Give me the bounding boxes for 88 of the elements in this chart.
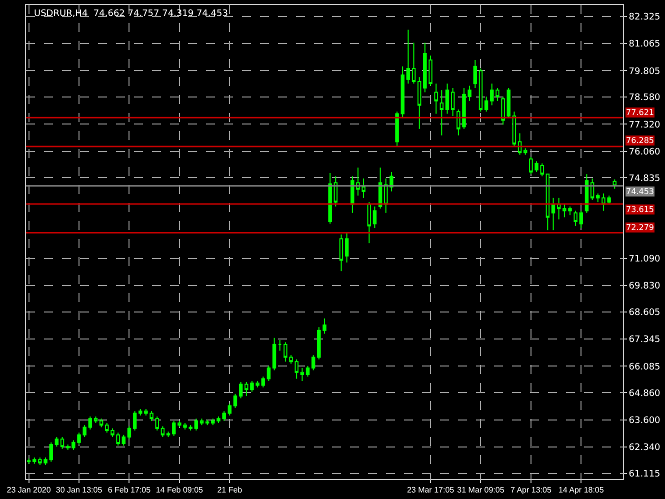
x-tick-label: 14 Feb 09:05 xyxy=(156,486,204,495)
candlestick xyxy=(278,340,282,352)
y-tick-label: 63.600 xyxy=(628,416,661,426)
candlestick xyxy=(88,416,92,430)
y-tick-label: 77.320 xyxy=(628,120,661,130)
candlestick xyxy=(200,418,204,426)
y-tick-label: 67.345 xyxy=(628,335,660,346)
x-tick-label: 7 Apr 13:05 xyxy=(510,486,552,495)
candlestick xyxy=(406,29,410,84)
candlestick xyxy=(306,365,310,378)
candlestick xyxy=(172,420,176,436)
x-tick-label: 23 Jan 2020 xyxy=(6,486,52,495)
candlestick xyxy=(205,419,210,426)
y-tick-label: 64.860 xyxy=(628,388,661,399)
candlestick xyxy=(434,83,438,114)
candlestick xyxy=(272,337,276,371)
candlestick xyxy=(390,171,394,192)
candlestick xyxy=(556,197,561,220)
candlestick xyxy=(328,172,332,224)
candlestick xyxy=(155,416,159,432)
x-tick-label: 23 Mar 17:05 xyxy=(406,486,455,495)
x-tick-label: 30 Jan 13:05 xyxy=(56,486,103,495)
candlestick xyxy=(26,458,31,464)
ref-line-label: 73.615 xyxy=(626,205,654,214)
ref-line-label: 76.285 xyxy=(626,136,654,145)
candlestick xyxy=(94,416,98,424)
candlestick xyxy=(367,202,371,244)
ref-line-label: 72.279 xyxy=(626,223,654,232)
candlestick xyxy=(344,232,349,263)
candlestick xyxy=(127,426,132,440)
ref-line-label: 77.621 xyxy=(626,108,654,117)
candlestick xyxy=(166,431,170,438)
x-tick-label: 6 Feb 17:05 xyxy=(108,486,152,495)
y-tick-label: 81.065 xyxy=(628,40,660,50)
candlestick xyxy=(523,148,528,156)
candlestick xyxy=(160,426,165,438)
candlestick xyxy=(501,96,505,126)
chart-title: USDRUR,H4 74.662 74.757 74.319 74.453 xyxy=(34,9,228,19)
y-tick-label: 62.340 xyxy=(628,443,661,454)
candlestick xyxy=(32,456,36,464)
candlestick xyxy=(506,87,510,119)
candlestick xyxy=(54,436,59,448)
y-tick-label: 66.085 xyxy=(628,362,660,372)
candlestick xyxy=(300,368,304,382)
y-tick-label: 79.805 xyxy=(628,66,660,77)
ref-line-label: 74.453 xyxy=(626,187,654,196)
x-tick-label: 31 Mar 09:05 xyxy=(457,486,505,495)
candlestick xyxy=(412,42,416,84)
candlestick xyxy=(122,434,126,446)
candlestick xyxy=(473,59,478,88)
candlestick xyxy=(339,234,344,272)
candlestick xyxy=(395,111,399,147)
candlestick xyxy=(99,418,104,428)
y-tick-label: 78.580 xyxy=(628,93,661,104)
candlestick xyxy=(546,174,550,231)
candlestick xyxy=(512,111,516,147)
x-tick-label: 21 Feb xyxy=(217,486,243,495)
candlestick xyxy=(228,403,232,416)
candlestick xyxy=(417,76,422,130)
candlestick xyxy=(518,132,522,156)
candlestick xyxy=(66,444,70,450)
candlestick xyxy=(266,365,271,382)
candlestick xyxy=(579,210,584,228)
candlestick xyxy=(478,68,483,112)
y-tick-label: 74.835 xyxy=(628,174,660,184)
candlestick xyxy=(238,382,243,399)
candlestick xyxy=(450,87,455,116)
y-tick-label: 69.830 xyxy=(628,282,661,292)
candlestick xyxy=(445,83,450,114)
x-tick-label: 14 Apr 18:05 xyxy=(558,486,604,495)
candlestick xyxy=(311,354,316,371)
candlestick xyxy=(484,96,488,112)
candlestick xyxy=(378,167,382,210)
y-tick-label: 71.090 xyxy=(628,254,661,265)
y-tick-label: 82.325 xyxy=(628,12,660,22)
y-tick-label: 61.115 xyxy=(628,469,660,480)
candlestick xyxy=(233,393,238,408)
candlestick xyxy=(194,418,198,432)
candlestick xyxy=(551,197,556,231)
y-tick-label: 68.605 xyxy=(628,308,660,318)
candlestick xyxy=(372,206,377,228)
candlestick xyxy=(440,90,444,136)
candlestick xyxy=(400,66,404,119)
candlestick xyxy=(574,210,578,226)
candlestick xyxy=(60,436,64,450)
candlestick xyxy=(132,410,137,432)
candlestick xyxy=(261,376,265,388)
y-tick-label: 76.060 xyxy=(628,147,661,158)
